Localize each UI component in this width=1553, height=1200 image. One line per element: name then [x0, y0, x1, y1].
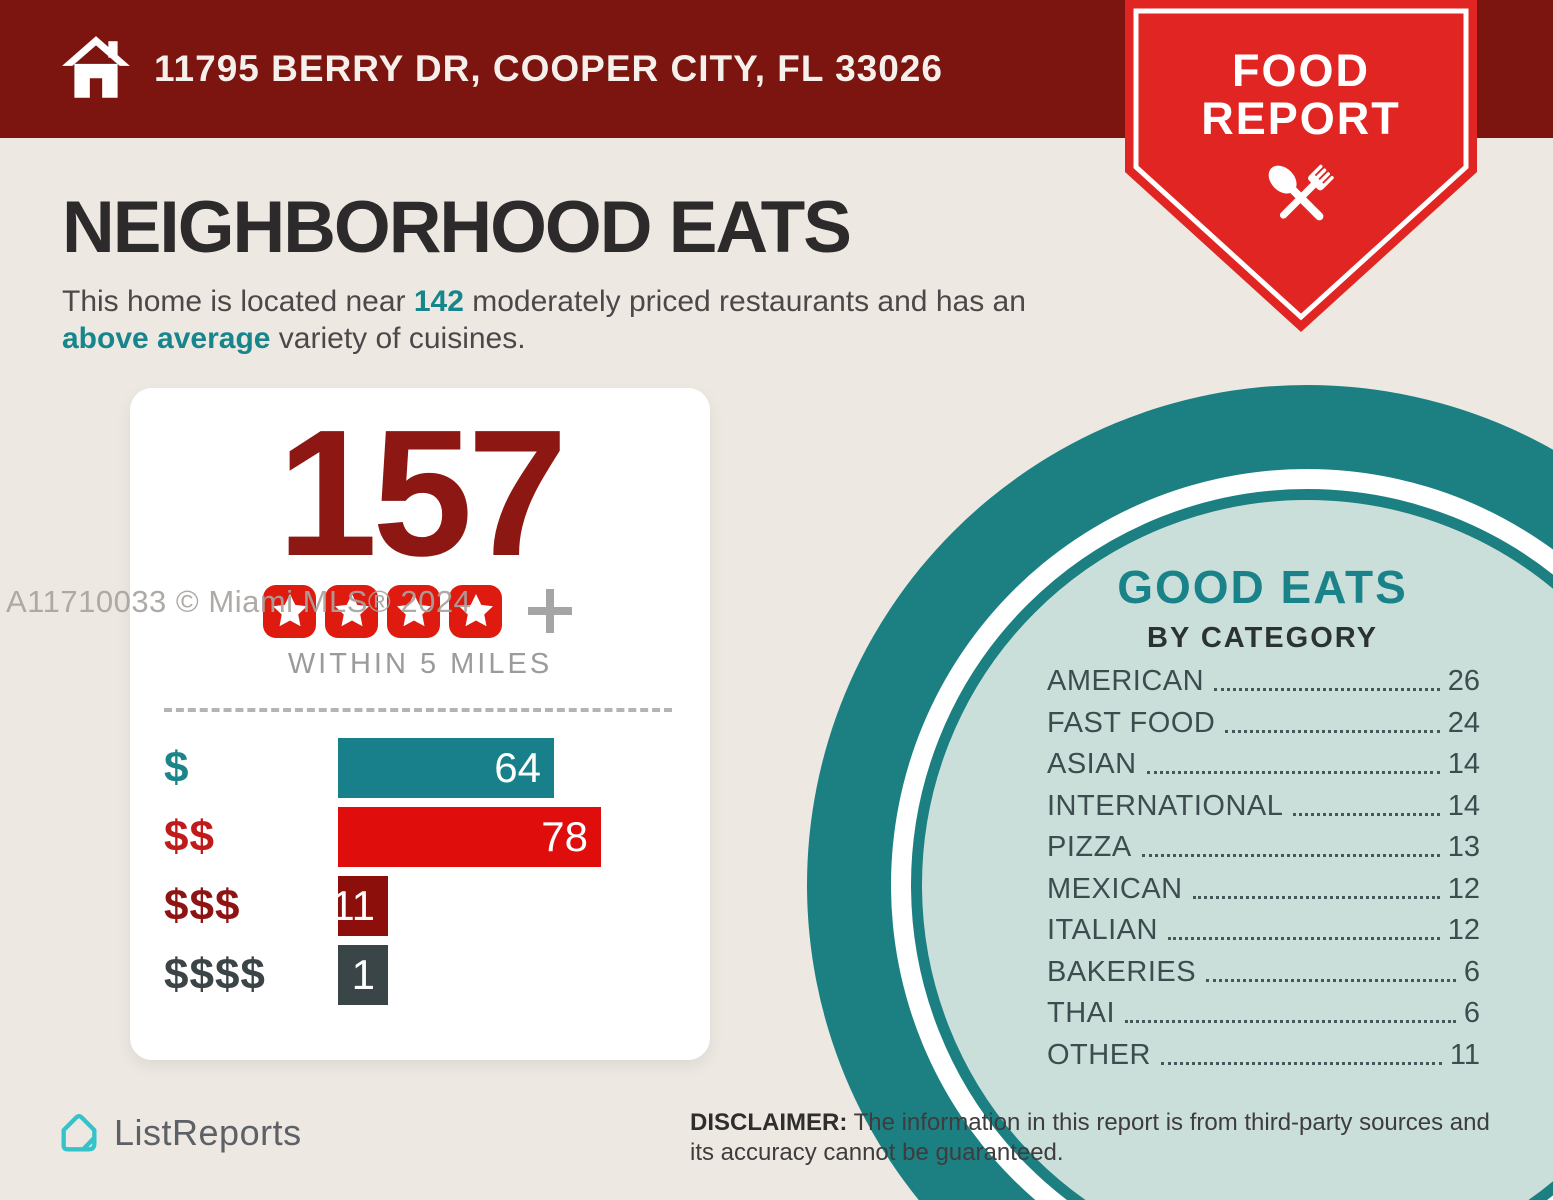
good-eats-heading: GOOD EATS BY CATEGORY [1040, 560, 1485, 655]
listreports-brand: ListReports [56, 1110, 302, 1156]
category-value: 14 [1447, 789, 1480, 822]
category-label: ASIAN [1047, 748, 1137, 780]
disclaimer-label: DISCLAIMER: [690, 1109, 848, 1136]
category-label: BAKERIES [1047, 955, 1197, 988]
dotted-leader [1161, 1061, 1442, 1065]
dotted-leader [1293, 812, 1440, 816]
category-row: FAST FOOD 24 [1047, 706, 1480, 740]
category-label: MEXICAN [1047, 872, 1183, 905]
food-report-badge: FOOD REPORT [1125, 0, 1477, 336]
price-bar-row: $$$$ 1 [164, 945, 670, 1005]
page-title: NEIGHBORHOOD EATS [62, 187, 852, 268]
price-level-label: $ [164, 743, 190, 792]
mls-watermark: A11710033 © Miami MLS® 2024 [6, 584, 472, 619]
price-bar-row: $$$ 11 [164, 876, 670, 936]
intro-subtitle: This home is located near 142 moderately… [62, 283, 1077, 357]
star-icon [325, 584, 378, 638]
ribbon-shape [1125, 0, 1477, 332]
category-value: 11 [1449, 1038, 1480, 1071]
dotted-leader [1214, 688, 1440, 691]
dotted-leader [1141, 854, 1440, 857]
bar-track: 64 [338, 738, 670, 798]
category-value: 6 [1463, 955, 1480, 988]
subtitle-text: moderately priced restaurants and has an [463, 285, 1026, 318]
price-bar: 64 [338, 738, 554, 798]
subtitle-text: variety of cuisines. [270, 322, 526, 355]
dotted-leader [1225, 729, 1440, 733]
dashed-divider [164, 708, 672, 712]
category-value: 12 [1447, 872, 1480, 905]
category-row: ITALIAN 12 [1047, 914, 1480, 947]
dotted-leader [1192, 895, 1440, 899]
price-bar-row: $64 [164, 738, 670, 798]
category-value: 6 [1463, 997, 1480, 1029]
category-label: OTHER [1047, 1038, 1151, 1071]
category-value: 14 [1447, 748, 1480, 780]
listreports-wordmark: ListReports [114, 1112, 302, 1153]
price-bar-row: $$ 78 [164, 807, 670, 867]
good-eats-title: GOOD EATS [1117, 561, 1408, 613]
dotted-leader [1146, 771, 1440, 774]
bar-track: 1 [338, 945, 670, 1005]
dotted-leader [1125, 1020, 1456, 1023]
restaurant-count: 157 [277, 393, 567, 594]
category-row: THAI 6 [1047, 997, 1480, 1030]
category-value: 26 [1447, 665, 1480, 697]
dotted-leader [1167, 937, 1440, 940]
category-label: THAI [1047, 997, 1116, 1029]
bar-track: 78 [338, 807, 670, 867]
category-row: ASIAN 14 [1047, 748, 1480, 781]
star-icon [387, 584, 440, 638]
price-level-label: $$ [164, 812, 215, 861]
category-value: 13 [1447, 831, 1480, 863]
property-address: 11795 BERRY DR, COOPER CITY, FL 33026 [154, 48, 943, 89]
category-row: BAKERIES 6 [1047, 955, 1480, 989]
category-label: AMERICAN [1047, 665, 1205, 697]
category-row: INTERNATIONAL 14 [1047, 789, 1480, 823]
disclaimer-text: DISCLAIMER: The information in this repo… [690, 1108, 1502, 1168]
disclaimer-body: The information in this report is from t… [690, 1109, 1490, 1166]
badge-title-line2: REPORT [1201, 93, 1401, 144]
restaurant-stats-card: 157 WITHIN 5 MILES $64 $$ 78 $$$ 11 $$$$ 1 [130, 388, 710, 1060]
category-row: OTHER 11 [1047, 1038, 1480, 1072]
category-row: MEXICAN 12 [1047, 872, 1480, 906]
price-level-label: $$$ [164, 881, 241, 930]
category-row: PIZZA 13 [1047, 831, 1480, 864]
subtitle-accent: above average [62, 322, 271, 355]
dotted-leader [1206, 978, 1456, 982]
badge-title-line1: FOOD [1232, 45, 1370, 96]
star-icon [263, 584, 316, 638]
bar-track: 11 [331, 876, 670, 936]
category-row: AMERICAN 26 [1047, 665, 1480, 698]
radius-caption: WITHIN 5 MILES [287, 648, 553, 680]
category-label: ITALIAN [1047, 914, 1158, 946]
price-bar: 11 [331, 876, 388, 936]
category-value: 12 [1447, 914, 1480, 946]
plus-icon [523, 584, 577, 638]
category-list: AMERICAN 26 FAST FOOD 24 ASIAN 14 INTERNATIONA… [1047, 665, 1480, 1083]
spoon-fork-icon [1268, 164, 1334, 221]
price-level-bar-chart: $64 $$ 78 $$$ 11 $$$$ 1 [164, 738, 670, 1014]
subtitle-accent: 142 [413, 285, 464, 318]
price-level-label: $$$$ [164, 950, 266, 999]
category-label: INTERNATIONAL [1047, 789, 1284, 822]
category-label: FAST FOOD [1047, 706, 1216, 739]
price-bar: 78 [338, 807, 601, 867]
price-bar: 1 [338, 945, 388, 1005]
star-rating [130, 584, 710, 638]
category-label: PIZZA [1047, 831, 1132, 863]
home-icon [62, 36, 130, 98]
listreports-logo-icon [61, 1113, 97, 1152]
good-eats-subtitle: BY CATEGORY [1147, 622, 1378, 654]
star-icon [449, 584, 502, 638]
subtitle-text: This home is located near [62, 285, 414, 318]
category-value: 24 [1447, 706, 1480, 739]
